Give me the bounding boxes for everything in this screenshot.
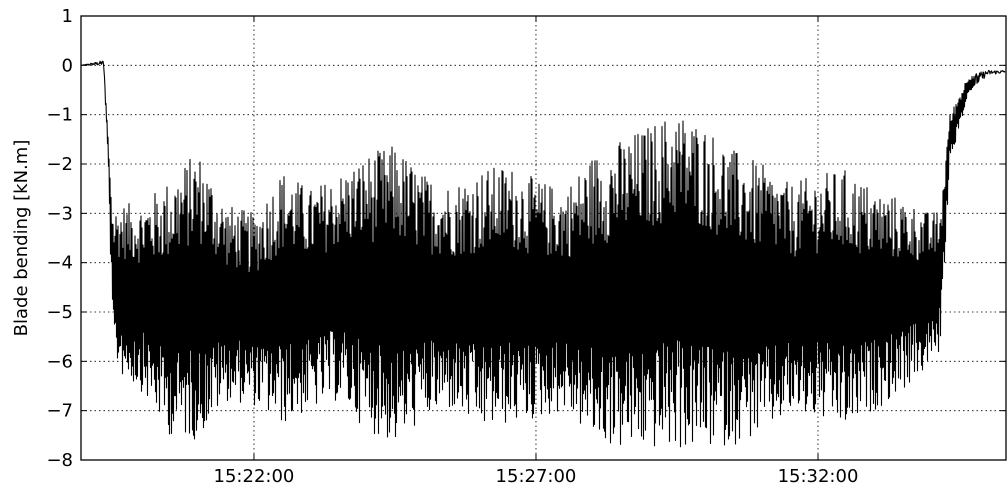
y-tick-label: −6	[46, 351, 73, 372]
y-tick-label: −5	[46, 302, 73, 323]
plot-frame	[80, 15, 1007, 461]
y-axis-label: Blade bending [kN.m]	[11, 140, 32, 337]
y-tick-label: −4	[46, 253, 73, 274]
y-tick-label: −3	[46, 203, 73, 224]
series-line	[81, 60, 1006, 448]
y-tick-label: −1	[46, 105, 73, 126]
y-tick-label: −2	[46, 154, 73, 175]
y-tick-label: 1	[62, 6, 73, 27]
x-tick-label: 15:27:00	[496, 466, 577, 487]
y-tick-label: −7	[46, 401, 73, 422]
y-tick-label: 0	[62, 55, 73, 76]
x-tick-label: 15:32:00	[778, 466, 859, 487]
y-tick-label: −8	[46, 450, 73, 471]
signal-series	[81, 60, 1006, 448]
axes: 1 0 −1 −2 −3 −4 −5 −6 −7 −8 15:22:00 15:27:00 15:32:…	[46, 6, 1006, 487]
x-tick-label: 15:22:00	[214, 466, 295, 487]
